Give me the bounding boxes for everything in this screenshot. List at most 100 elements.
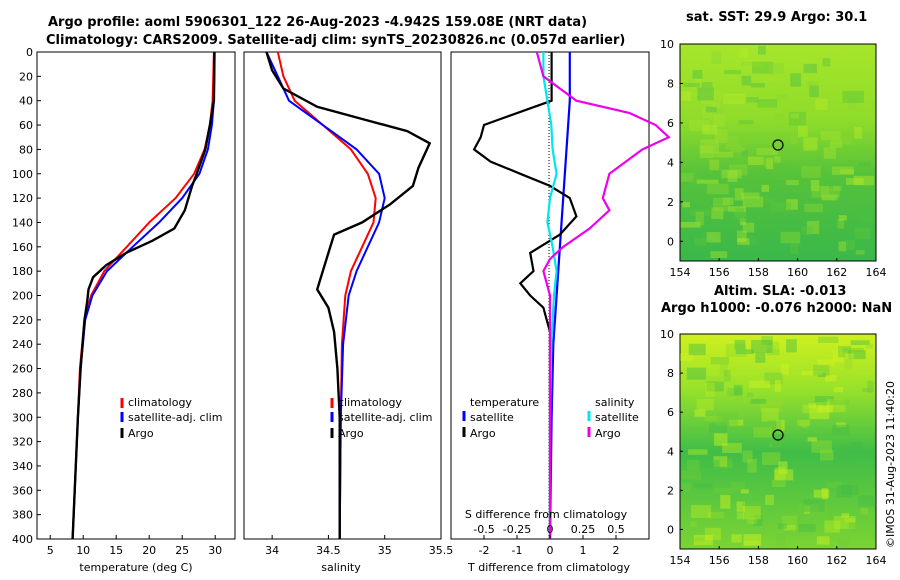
map-cell [701, 94, 715, 105]
map-cell [786, 199, 798, 210]
xtick-label: -2 [479, 544, 490, 557]
map-cell [786, 180, 799, 186]
sst-map: 154 156 158 160 162 164 0 2 4 6 8 10 [660, 38, 887, 279]
map-cell [742, 196, 764, 208]
map-cell [748, 517, 757, 524]
map-xtick-label: 164 [866, 266, 887, 279]
map-cell [711, 51, 722, 64]
map-cell [830, 399, 850, 405]
ytick-label: 160 [12, 241, 33, 254]
map-cell [690, 209, 712, 216]
map-cell [739, 217, 746, 226]
map-cell [798, 523, 816, 532]
temperature-legend-climatology: climatology [128, 396, 192, 409]
map-cell [726, 136, 740, 147]
map-cell [780, 363, 789, 375]
xtick-label: 5 [47, 544, 54, 557]
map-cell [742, 450, 753, 463]
ytick-label: 100 [12, 168, 33, 181]
map-ytick-label: 0 [667, 235, 674, 248]
map-cell [763, 198, 775, 203]
map-cell [821, 194, 839, 201]
map-cell [765, 494, 774, 505]
map-xtick-label: 158 [748, 554, 769, 567]
map-cell [836, 422, 846, 428]
map-cell [761, 407, 779, 422]
map-cell [839, 169, 854, 174]
map-cell [714, 433, 728, 446]
map-cell [837, 538, 849, 547]
map-cell [727, 448, 747, 461]
map-cell [767, 341, 780, 356]
map-cell [701, 82, 713, 88]
map-cell [722, 443, 742, 453]
salinity-panel: 34 34.5 35 35.5 salinity climatology satell… [243, 51, 453, 574]
ytick-label: 400 [12, 533, 33, 546]
xtick-label: 30 [208, 544, 222, 557]
map-cell [758, 45, 766, 55]
map-cell [725, 343, 747, 357]
difference-legend: temperature satellite Argo salinity sate… [462, 396, 639, 440]
map-cell [826, 399, 846, 413]
map-cell [841, 513, 849, 518]
map-cell [692, 70, 703, 79]
map-cell [741, 192, 760, 199]
map-ytick-label: 10 [660, 328, 674, 341]
map-cell [865, 343, 873, 349]
xtick-label: 1 [580, 544, 587, 557]
legend-temperature-title: temperature [470, 396, 539, 409]
map-cell [744, 540, 760, 547]
map-ytick-label: 2 [667, 484, 674, 497]
map-cell [734, 339, 746, 350]
sst-argo-marker [772, 139, 784, 151]
map-cell [737, 238, 750, 245]
map-cell [836, 195, 854, 204]
map-cell [694, 483, 713, 489]
map-cell [694, 77, 716, 88]
map-cell [701, 112, 710, 121]
map-xtick-label: 158 [748, 266, 769, 279]
map-cell [743, 534, 762, 546]
map-cell [730, 147, 745, 153]
map-cell [834, 183, 856, 191]
map-cell [694, 238, 707, 246]
map-cell [736, 501, 745, 512]
map-cell [815, 99, 828, 110]
map-cell [825, 374, 837, 382]
map-cell [802, 404, 823, 414]
map-cell [820, 449, 834, 461]
sla-map-title: Altim. SLA: -0.013 [714, 284, 847, 299]
map-cell [813, 489, 830, 498]
map-cell [694, 409, 706, 417]
map-cell [683, 82, 700, 87]
map-cell [730, 481, 745, 493]
map-cell [681, 470, 701, 480]
map-cell [811, 185, 829, 198]
map-cell [817, 359, 835, 366]
xtick-label: 34 [265, 544, 279, 557]
map-cell [727, 170, 738, 182]
map-cell [711, 102, 721, 108]
map-cell [801, 59, 813, 72]
map-cell [860, 214, 872, 223]
xtick-label: 10 [76, 544, 90, 557]
map-cell [792, 509, 801, 516]
map-cell [803, 505, 810, 514]
map-cell [689, 119, 710, 132]
map-cell [728, 206, 747, 212]
map-cell [831, 166, 854, 176]
map-cell [790, 73, 802, 87]
sla-map-title-2: Argo h1000: -0.076 h2000: NaN [661, 301, 893, 316]
map-cell [817, 405, 833, 413]
map-cell [826, 481, 842, 488]
map-cell [751, 339, 773, 353]
map-cell [768, 63, 785, 74]
map-cell [808, 508, 828, 518]
map-cell [741, 150, 748, 157]
temperature-panel: 5 10 15 20 25 30 0 20 40 60 80 100 120 140 160 180 200 2… [12, 46, 236, 574]
map-cell [858, 161, 871, 167]
map-cell [709, 159, 720, 171]
map-cell [741, 61, 763, 67]
map-cell [801, 423, 808, 429]
